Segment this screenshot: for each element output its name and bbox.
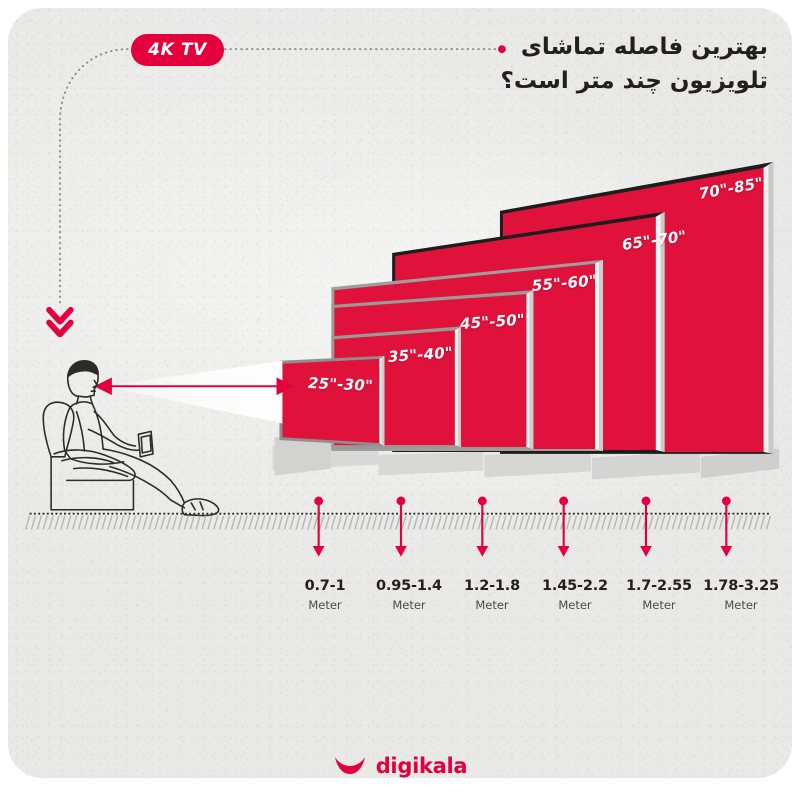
guide-endpoint-dot xyxy=(498,45,506,54)
view-cone xyxy=(104,360,283,424)
badge-4k-tv-label: 4K TV xyxy=(148,40,207,60)
distance-marker-6 xyxy=(720,496,733,557)
distance-value-1: 0.7-1 xyxy=(304,578,346,594)
distance-value-2: 0.95-1.4 xyxy=(376,578,442,594)
dotted-guide-path xyxy=(58,48,129,308)
distance-value-4: 1.45-2.2 xyxy=(542,578,608,594)
distance-label-5: 1.7-2.55 Meter xyxy=(611,578,707,612)
person-in-armchair-illustration xyxy=(42,360,220,517)
digikala-wordmark: digikala xyxy=(375,754,468,778)
tv-size-label-1: 25"-30" xyxy=(307,374,374,395)
distance-label-3: 1.2-1.8 Meter xyxy=(444,578,540,612)
infographic-card: 4K TV بهترین فاصله تماشای تلویزیون چند م… xyxy=(8,8,792,778)
page-title-line-2: تلویزیون چند متر است؟ xyxy=(500,68,769,95)
distance-marker-1 xyxy=(312,496,325,557)
distance-marker-4 xyxy=(557,496,570,557)
distance-marker-2 xyxy=(395,496,407,557)
digikala-smile-icon xyxy=(334,757,365,774)
page-title-line-1: بهترین فاصله تماشای xyxy=(520,34,768,60)
distance-label-6: 1.78-3.25 Meter xyxy=(693,578,789,612)
distance-unit-6: Meter xyxy=(724,598,758,612)
distance-marker-3 xyxy=(476,496,489,557)
double-chevron-down-icon xyxy=(46,306,74,338)
distance-label-1: 0.7-1 Meter xyxy=(277,578,373,612)
distance-unit-4: Meter xyxy=(558,598,592,612)
page-title: بهترین فاصله تماشای تلویزیون چند متر است… xyxy=(348,30,769,98)
badge-4k-tv: 4K TV xyxy=(131,34,224,66)
distance-unit-1: Meter xyxy=(308,598,342,612)
distance-unit-2: Meter xyxy=(392,598,426,612)
footer-branding: digikala xyxy=(0,744,800,788)
distance-unit-5: Meter xyxy=(642,598,676,612)
tv-panel-25-30 xyxy=(279,355,385,447)
distance-label-4: 1.45-2.2 Meter xyxy=(527,578,623,612)
distance-value-6: 1.78-3.25 xyxy=(703,578,779,594)
illustration-stage xyxy=(24,45,792,557)
distance-unit-3: Meter xyxy=(475,598,509,612)
distance-label-2: 0.95-1.4 Meter xyxy=(361,578,457,612)
distance-value-5: 1.7-2.55 xyxy=(626,578,692,594)
distance-value-3: 1.2-1.8 xyxy=(464,578,520,594)
distance-markers xyxy=(312,496,733,557)
distance-marker-5 xyxy=(640,496,652,557)
